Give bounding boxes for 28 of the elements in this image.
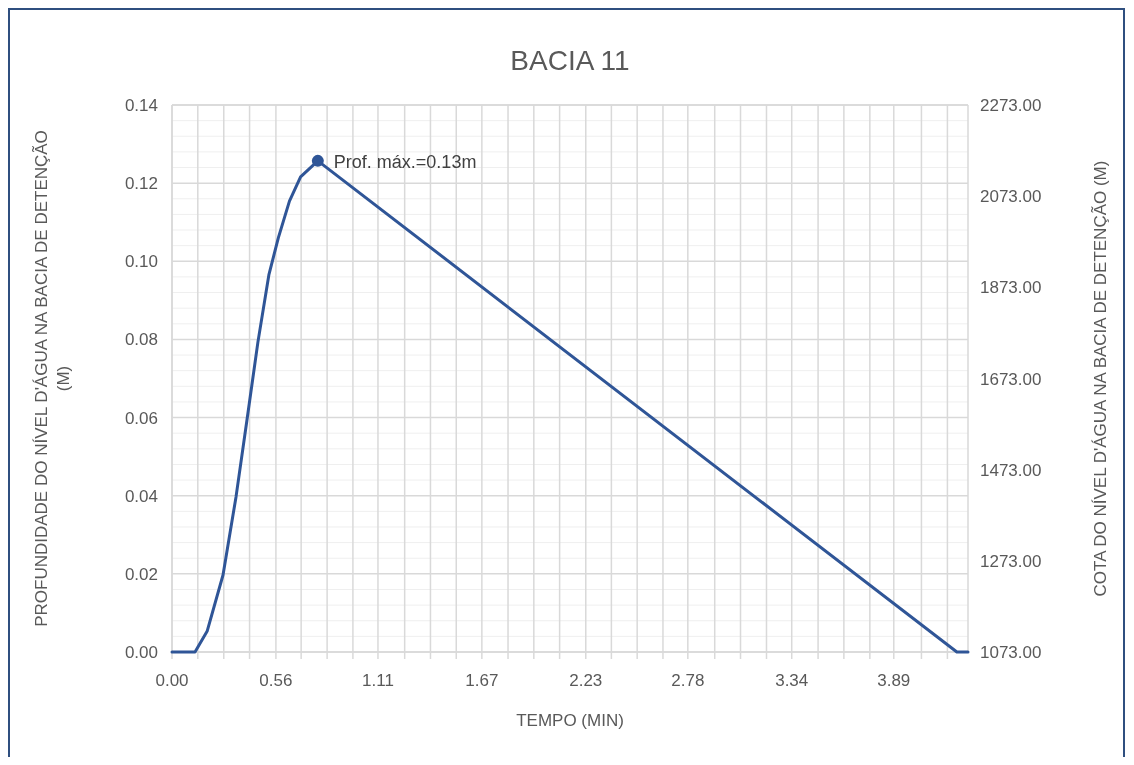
x-tick-label: 2.78 <box>671 671 705 690</box>
x-axis-title: TEMPO (MIN) <box>516 711 624 730</box>
y-tick-label: 0.06 <box>124 408 158 428</box>
x-tick-label: 0.56 <box>259 671 293 690</box>
y2-tick-label: 1873.00 <box>980 278 1042 298</box>
y-tick-label: 0.00 <box>124 643 158 662</box>
y-tick-label: 0.04 <box>124 486 158 506</box>
y-tick-label: 0.02 <box>124 564 158 584</box>
y2-tick-label: 2273.00 <box>980 96 1042 115</box>
x-tick-label: 3.89 <box>877 671 911 690</box>
x-tick-label: 1.11 <box>362 671 394 690</box>
y2-tick-label: 1273.00 <box>980 551 1042 571</box>
x-tick-label: 0.00 <box>155 671 189 690</box>
x-tick-label: 1.67 <box>465 671 499 690</box>
chart-title: BACIA 11 <box>510 45 630 76</box>
y2-tick-label: 2073.00 <box>980 187 1042 207</box>
y-tick-label: 0.14 <box>124 96 158 115</box>
x-tick-label: 2.23 <box>569 671 603 690</box>
annotation: Prof. máx.=0.13m <box>333 151 477 172</box>
y2-tick-label: 1673.00 <box>980 369 1042 389</box>
y-tick-label: 0.08 <box>124 330 158 350</box>
x-tick-label: 3.34 <box>775 671 809 690</box>
y-tick-label: 0.12 <box>124 174 158 194</box>
y-axis-title: PROFUNDIDADE DO NÍVEL D'ÁGUA NA BACIA DE DETENÇÃO (M) <box>32 130 73 627</box>
y2-tick-label: 1473.00 <box>980 460 1042 480</box>
y2-tick-label: 1073.00 <box>980 643 1042 662</box>
y2-axis-title: COTA DO NÍVEL D'ÁGUA NA BACIA DE DETENÇÃO (M) <box>1091 160 1110 597</box>
y-tick-label: 0.10 <box>124 252 158 272</box>
